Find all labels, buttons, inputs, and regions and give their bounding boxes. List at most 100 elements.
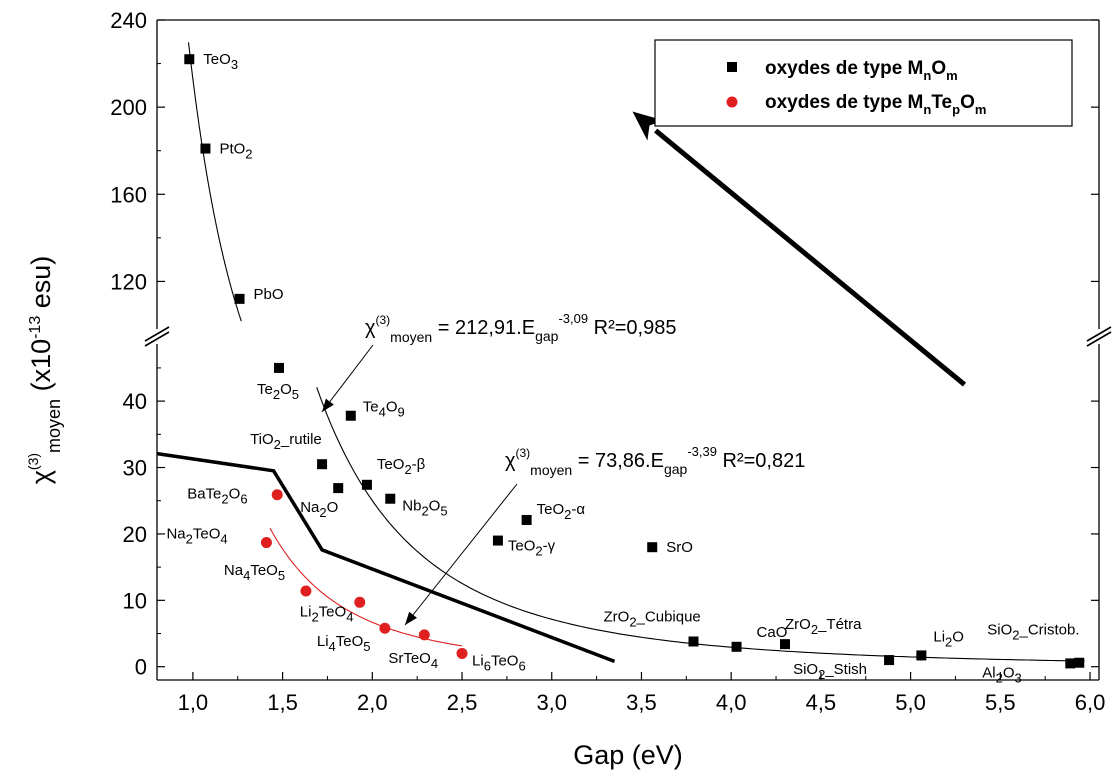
y-tick-label: 0: [135, 655, 147, 680]
data-point-zro2-cubique-label: ZrO2_Cubique: [603, 608, 700, 629]
data-point-teo3: [184, 54, 195, 65]
data-point-teo3-label: TeO3: [203, 51, 238, 72]
fit-pointer-mnom-line: [321, 344, 374, 413]
x-axis-label: Gap (eV): [573, 740, 683, 770]
fit-pointer-mntepom-line: [404, 483, 518, 626]
data-point-li2o-label: Li2O: [933, 628, 964, 649]
axis-break-right-gap: [1087, 329, 1111, 344]
data-point-zro2-cubique: [688, 636, 699, 647]
axes: 1,0 1,5 2,0 2,5 3,0 3,5 4,0 4,5 5,0 5,5 6,0 0 10 20 30…: [25, 8, 1112, 770]
legend-box: [654, 39, 1073, 127]
data-point-pto2: [200, 143, 211, 154]
data-point-sio2-stish-label: SiO2_Stish: [793, 661, 867, 682]
data-point-na4teo5: [300, 585, 312, 597]
data-point-al2o3: [1065, 658, 1076, 669]
axis-break-left-mark-1: [144, 326, 170, 342]
data-point-teo2--label: TeO2-β: [377, 456, 426, 477]
y-tick-label: 200: [110, 95, 147, 120]
x-tick-label: 4,5: [806, 690, 837, 715]
data-point-te2o5-label: Te2O5: [257, 381, 299, 402]
data-point-tio2-rutile-label: TiO2_rutile: [250, 431, 322, 452]
axis-break-right-mark-2: [1086, 331, 1112, 347]
data-point-pbo: [234, 293, 245, 304]
data-point-na2teo4: [260, 537, 272, 549]
legend-label-mnom: oxydes de type MnOm: [765, 58, 958, 83]
fit-pointer-mntepom-head: [405, 611, 418, 625]
y-tick-label: 40: [123, 389, 147, 414]
data-point-zro2-t-tra: [780, 639, 790, 650]
trend-arrow-shaft: [654, 128, 967, 387]
y-tick-label: 30: [123, 456, 147, 481]
data-point-cao: [731, 641, 742, 652]
data-point-na4teo5-label: Na4TeO5: [224, 562, 285, 583]
fit-curve-mntepom: [269, 527, 463, 647]
y-axis-label: χ(3)moyen (x10-13 esu): [25, 256, 64, 485]
y-tick-label: 10: [123, 588, 147, 613]
x-tick-label: 1,0: [178, 690, 209, 715]
data-point-al2o3-label: Al2O3: [982, 664, 1021, 685]
data-point-te2o5: [274, 362, 285, 373]
x-tick-label: 5,0: [895, 690, 926, 715]
data-point-pbo-label: PbO: [254, 286, 284, 303]
data-point-sro: [647, 542, 658, 553]
data-point-li2o: [916, 650, 927, 661]
fit-curve-mnom-lower: [316, 387, 1085, 662]
data-point-nb2o5: [385, 493, 396, 504]
x-tick-label: 2,0: [357, 690, 388, 715]
data-point-li4teo5-label: Li4TeO5: [317, 633, 371, 654]
y-tick-label: 160: [110, 182, 147, 207]
x-tick-label: 6,0: [1075, 690, 1106, 715]
x-tick-label: 2,5: [447, 690, 478, 715]
y-tick-label: 120: [110, 269, 147, 294]
legend-marker-mntepom: [726, 96, 738, 108]
data-point-li6teo6-label: Li6TeO6: [472, 652, 526, 673]
axis-break-left-mark-2: [144, 331, 170, 347]
y-tick-label: 240: [110, 8, 147, 33]
data-point-li4teo5: [379, 622, 391, 634]
data-point-teo2-: [361, 479, 372, 490]
data-point-zro2-t-tra-label: ZrO2_Tétra: [785, 616, 862, 637]
data-point-na2o: [333, 483, 344, 494]
data-point-li2teo4-label: Li2TeO4: [300, 603, 354, 624]
data-point-na2o-label: Na2O: [300, 499, 338, 520]
data-point-bate2o6-label: BaTe2O6: [187, 486, 247, 507]
axis-break-right-mark-1: [1086, 326, 1112, 342]
data-point-teo2-: [492, 535, 503, 546]
legend-label-mntepom: oxydes de type MnTepOm: [765, 92, 986, 117]
legend: oxydes de type MnOm oxydes de type MnTepO…: [654, 39, 1073, 127]
x-tick-label: 4,0: [716, 690, 747, 715]
x-tick-label: 1,5: [267, 690, 298, 715]
data-point-te4o9-label: Te4O9: [363, 399, 405, 420]
data-point-teo2--label: TeO2-α: [537, 501, 586, 522]
data-point-cao-label: CaO: [757, 624, 788, 641]
data-point-teo2-: [521, 514, 532, 525]
data-point-na2teo4-label: Na2TeO4: [166, 526, 227, 547]
data-point-sro-label: SrO: [666, 539, 693, 556]
data-point-tio2-rutile: [317, 459, 328, 470]
data-point-teo2--label: TeO2-γ: [508, 538, 556, 559]
plot-area: χ(3)moyen = 212,91.Egap-3,09 R²=0,985 χ(3…: [156, 42, 1085, 685]
data-point-nb2o5-label: Nb2O5: [402, 498, 447, 519]
fit-equation-mntepom: χ(3)moyen = 73,86.Egap-3,39 R²=0,821: [505, 444, 805, 478]
fit-equation-mnom: χ(3)moyen = 212,91.Egap-3,09 R²=0,985: [365, 311, 676, 345]
legend-marker-mnom: [727, 62, 737, 72]
x-tick-label: 3,0: [536, 690, 567, 715]
data-point-srteo4: [418, 629, 430, 641]
data-point-pto2-label: PtO2: [219, 141, 252, 162]
y-tick-label: 20: [123, 522, 147, 547]
data-point-li2teo4: [354, 596, 366, 608]
data-point-sio2-cristob-: [1074, 657, 1085, 668]
fit-pointer-mnom-head: [322, 398, 334, 412]
data-point-te4o9: [345, 410, 356, 421]
data-point-sio2-stish: [884, 655, 895, 666]
fit-curve-mnom-upper: [187, 42, 242, 322]
data-point-li6teo6: [456, 647, 468, 659]
axis-break-left-gap: [145, 329, 169, 344]
x-tick-label: 5,5: [985, 690, 1016, 715]
data-point-sio2-cristob--label: SiO2_Cristob.: [987, 622, 1079, 643]
data-point-srteo4-label: SrTeO4: [388, 650, 438, 671]
boundary-line: [156, 451, 616, 664]
data-point-bate2o6: [271, 489, 283, 501]
x-tick-label: 3,5: [626, 690, 657, 715]
